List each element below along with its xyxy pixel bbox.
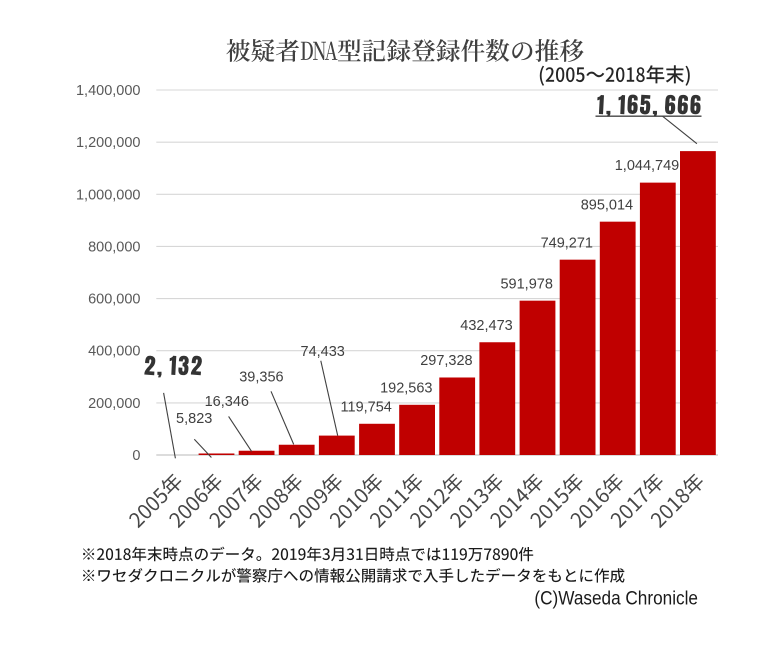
svg-text:895,014: 895,014 [581, 197, 633, 213]
svg-text:600,000: 600,000 [88, 292, 140, 308]
svg-text:400,000: 400,000 [88, 344, 140, 360]
svg-text:200,000: 200,000 [88, 396, 140, 412]
svg-text:0: 0 [132, 448, 140, 464]
svg-text:119,754: 119,754 [341, 399, 392, 415]
svg-text:749,271: 749,271 [541, 235, 593, 251]
svg-text:800,000: 800,000 [88, 239, 140, 255]
svg-text:39,356: 39,356 [239, 370, 283, 386]
svg-text:591,978: 591,978 [500, 276, 552, 292]
svg-text:1,000,000: 1,000,000 [76, 187, 141, 203]
svg-text:5,823: 5,823 [176, 411, 212, 427]
svg-text:74,433: 74,433 [301, 344, 345, 360]
svg-text:(C)Waseda Chronicle: (C)Waseda Chronicle [534, 588, 698, 609]
svg-text:1,400,000: 1,400,000 [76, 83, 141, 99]
svg-text:432,473: 432,473 [460, 318, 512, 334]
svg-text:1,044,749: 1,044,749 [615, 158, 680, 174]
svg-text:16,346: 16,346 [205, 394, 249, 410]
svg-text:1,200,000: 1,200,000 [76, 135, 141, 151]
svg-text:192,563: 192,563 [380, 380, 432, 396]
svg-text:297,328: 297,328 [420, 353, 472, 369]
